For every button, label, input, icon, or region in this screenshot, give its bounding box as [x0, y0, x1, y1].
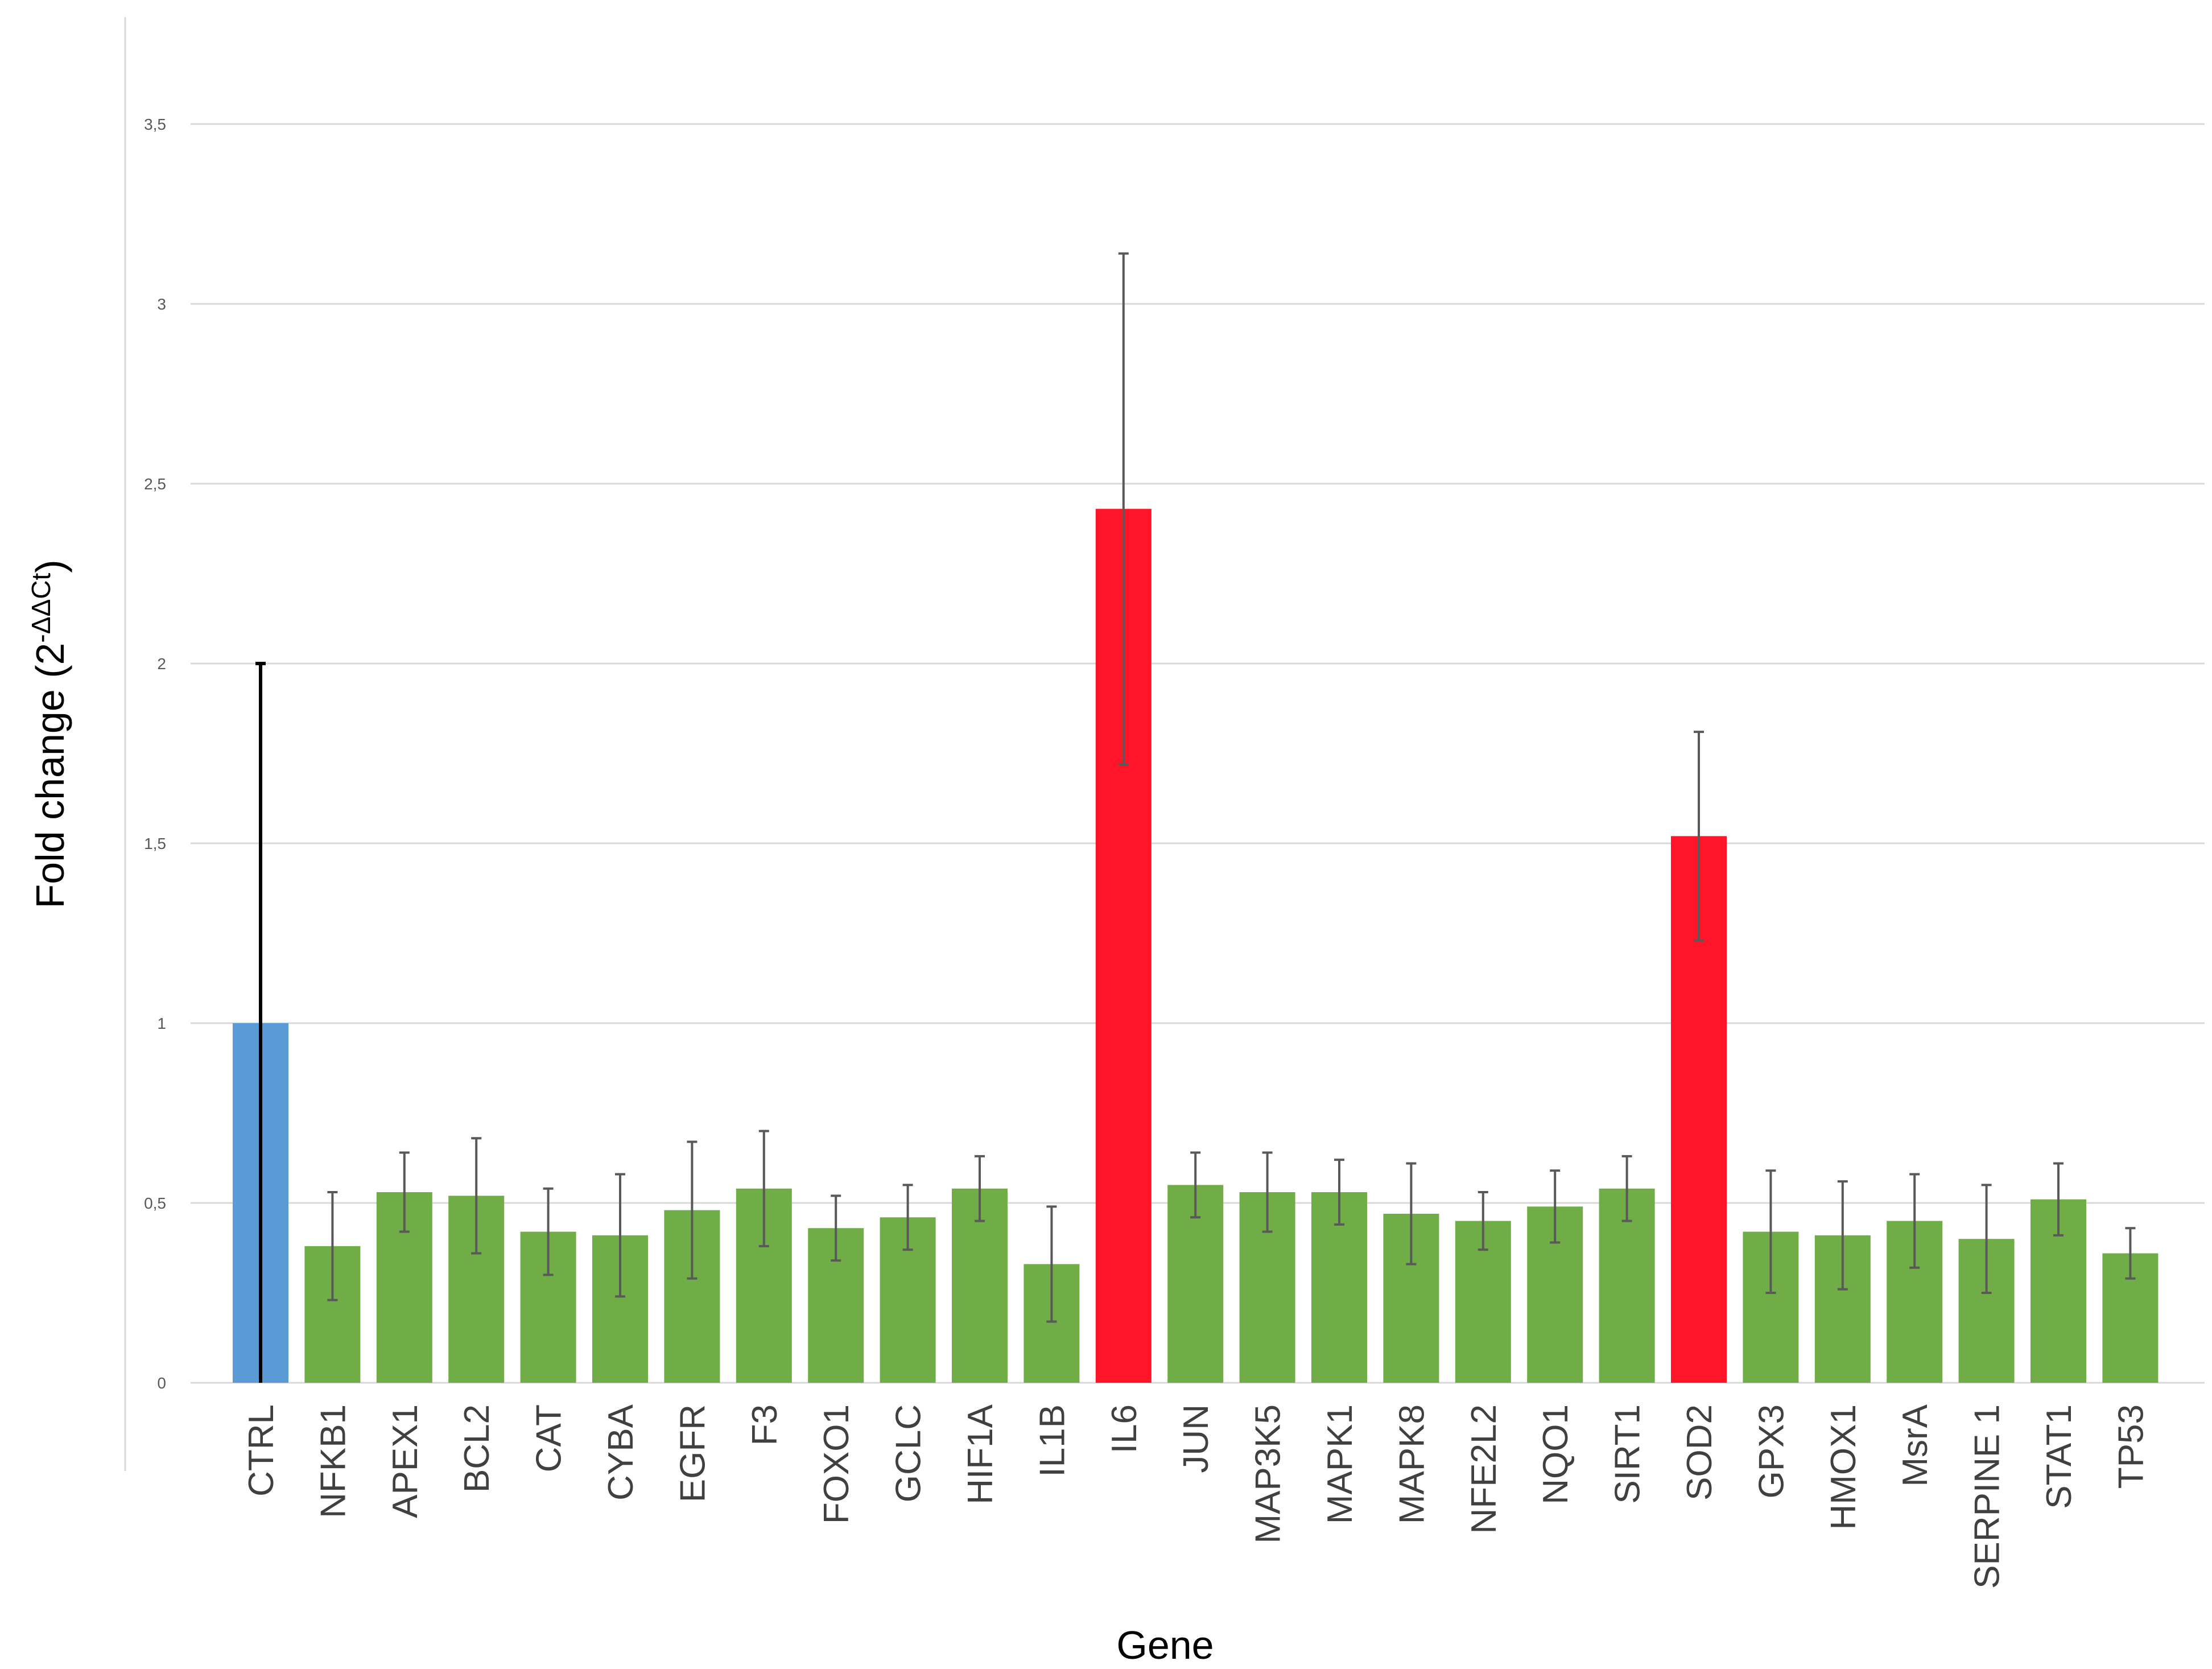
- x-tick-label: IL1B: [1033, 1404, 1072, 1477]
- x-tick-label: MAPK8: [1392, 1404, 1431, 1524]
- x-tick-label: EGFR: [673, 1404, 712, 1502]
- x-tick-label: BCL2: [457, 1404, 497, 1493]
- y-tick-label: 1,5: [144, 835, 166, 852]
- y-tick-label: 0,5: [144, 1194, 166, 1212]
- y-tick-label: 3: [157, 295, 166, 313]
- error-bar-apex1: [399, 1151, 410, 1233]
- x-tick-label: NFKB1: [313, 1404, 353, 1518]
- x-tick-label: APEX1: [386, 1404, 425, 1518]
- x-tick-label: GCLC: [889, 1404, 928, 1502]
- x-tick-label: FOXO1: [817, 1404, 856, 1524]
- y-tick-label: 3,5: [144, 116, 166, 133]
- error-bar-nfe2l2: [1478, 1191, 1488, 1251]
- y-axis-ticks: 0 0,5 1 1,5 2 2,5 3 3,5: [144, 116, 166, 1392]
- x-tick-label: SIRT1: [1608, 1404, 1648, 1504]
- error-bar-egfr: [687, 1140, 698, 1280]
- bars: [233, 509, 2159, 1383]
- error-bar-il6: [1118, 252, 1129, 765]
- error-bar-ctrl: [255, 662, 266, 1383]
- y-tick-label: 0: [157, 1374, 166, 1392]
- x-tick-label: CAT: [530, 1404, 569, 1472]
- error-bar-bcl2: [471, 1137, 482, 1255]
- x-tick-label: IL6: [1105, 1404, 1144, 1453]
- y-axis-title: Fold change (2-ΔΔCt): [26, 559, 72, 908]
- y-axis-title-close: ): [28, 559, 72, 572]
- error-bar-il1b: [1046, 1205, 1057, 1323]
- error-bar-hmox1: [1837, 1180, 1848, 1291]
- error-bar-gpx3: [1765, 1169, 1776, 1294]
- x-tick-label: MAP3K5: [1249, 1404, 1288, 1544]
- x-tick-label: JUN: [1177, 1404, 1216, 1473]
- x-tick-label: CYBA: [601, 1404, 641, 1500]
- y-tick-label: 1: [157, 1015, 166, 1032]
- error-bar-tp53: [2125, 1227, 2136, 1280]
- y-axis-title-superscript: -ΔΔCt: [26, 573, 56, 643]
- error-bar-nqo1: [1550, 1169, 1561, 1244]
- x-tick-label: HMOX1: [1824, 1404, 1863, 1530]
- x-tick-label: NQO1: [1536, 1404, 1575, 1505]
- error-bar-gclc: [902, 1184, 913, 1251]
- error-bars: [255, 252, 2136, 1383]
- x-axis-title: Gene: [1116, 1623, 1214, 1666]
- y-tick-label: 2: [157, 655, 166, 673]
- error-bar-map3k5: [1262, 1151, 1273, 1233]
- error-bar-sirt1: [1621, 1155, 1632, 1222]
- error-bar-cat: [543, 1187, 554, 1276]
- error-bar-foxo1: [831, 1194, 841, 1262]
- error-bar-stat1: [2053, 1162, 2064, 1237]
- x-tick-label: F3: [745, 1404, 785, 1445]
- x-tick-label: SOD2: [1680, 1404, 1719, 1501]
- error-bar-f3: [758, 1130, 769, 1247]
- error-bar-mapk1: [1334, 1159, 1344, 1226]
- error-bar-sod2: [1694, 731, 1704, 942]
- x-tick-label: SERPINE 1: [1968, 1404, 2007, 1589]
- error-bar-hif1a: [975, 1155, 985, 1222]
- x-tick-label: NFE2L2: [1464, 1404, 1504, 1534]
- x-tick-label: HIF1A: [961, 1404, 1000, 1504]
- error-bar-msra: [1909, 1173, 1920, 1269]
- x-tick-label: CTRL: [242, 1404, 281, 1497]
- x-tick-label: STAT1: [2040, 1404, 2079, 1509]
- error-bar-cyba: [615, 1173, 625, 1298]
- x-tick-label: MAPK1: [1320, 1404, 1360, 1524]
- error-bar-mapk8: [1406, 1162, 1417, 1266]
- x-tick-label: TP53: [2111, 1404, 2151, 1489]
- x-tick-label: GPX3: [1752, 1404, 1791, 1498]
- error-bar-nfkb1: [327, 1191, 338, 1301]
- x-axis-category-labels: CTRL NFKB1 APEX1 BCL2 CAT CYBA EGFR F3 FOXO1 GCLC…: [242, 1404, 2151, 1589]
- y-tick-label: 2,5: [144, 475, 166, 493]
- y-axis-title-main: Fold change (2: [28, 643, 72, 909]
- error-bar-serpine-1: [1981, 1184, 1992, 1294]
- x-tick-label: MsrA: [1896, 1404, 1935, 1486]
- error-bar-jun: [1190, 1151, 1201, 1219]
